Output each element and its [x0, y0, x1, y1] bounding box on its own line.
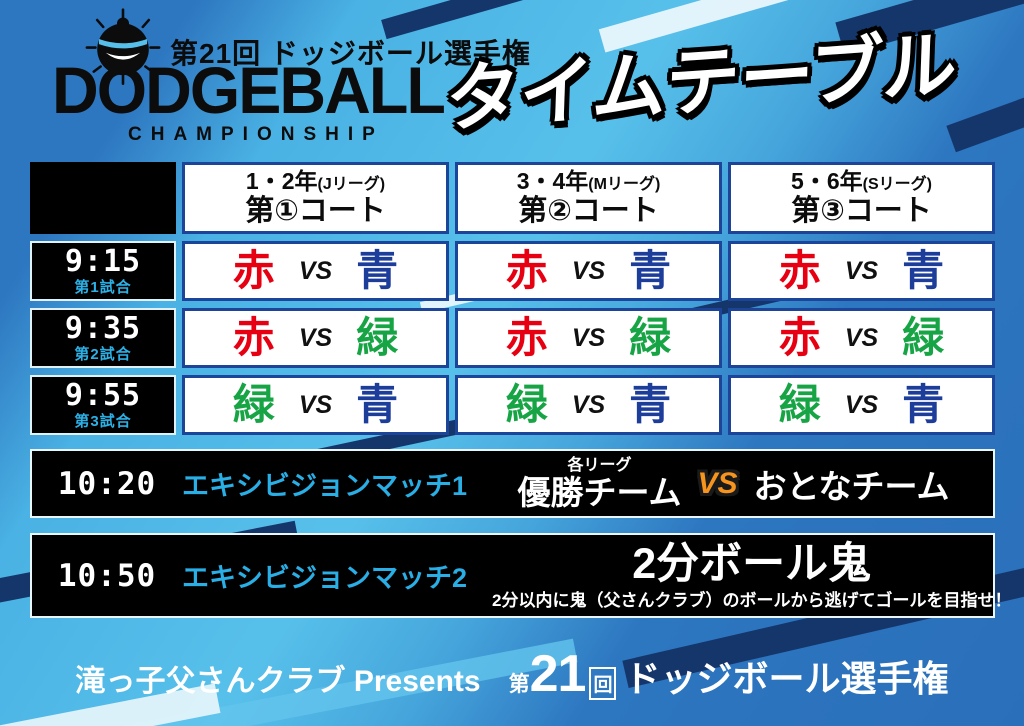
vs-label: VS	[571, 256, 606, 285]
subtitle-english: CHAMPIONSHIP	[128, 124, 384, 145]
game-title: 2分ボール鬼	[632, 539, 872, 588]
presenter-label: 滝っ子父さんクラブ Presents	[75, 665, 481, 698]
edition-prefix: 第	[508, 673, 530, 696]
vs-label: VS	[697, 466, 738, 500]
champion-team-label: 優勝チーム	[517, 474, 682, 511]
exhibition-game-block: 2分ボール鬼 2分以内に鬼（父さんクラブ）のボールから逃げてゴールを目指せ！	[492, 539, 1021, 611]
match-number: 第3試合	[74, 413, 132, 430]
team-right: 緑	[629, 314, 672, 361]
match-cell: 赤 VS 青	[182, 241, 449, 301]
time-cell-match3: 9:55 第3試合	[30, 375, 176, 435]
exhibition-banner-1: 10:20 エキシビジョンマッチ1 各リーグ 優勝チーム VS おとなチーム	[30, 449, 995, 518]
time-cell-match2: 9:35 第2試合	[30, 308, 176, 368]
title-japanese: タイムテーブル	[444, 22, 959, 142]
match-cell: 赤 VS 緑	[182, 308, 449, 368]
team-left: 赤	[505, 314, 548, 361]
exhibition-label: エキシビジョンマッチ1	[182, 471, 468, 501]
team-right: 青	[629, 381, 672, 428]
match-time: 9:15	[64, 244, 142, 279]
team-left: 赤	[778, 314, 821, 361]
exhibition-label: エキシビジョンマッチ2	[182, 563, 468, 593]
team-left: 赤	[232, 314, 275, 361]
grade-label: 3・4年	[516, 168, 589, 195]
match-cell: 赤 VS 緑	[455, 308, 722, 368]
match-cell: 緑 VS 青	[455, 375, 722, 435]
match-cell: 緑 VS 青	[728, 375, 995, 435]
court-label: 第①コート	[245, 194, 386, 227]
mascot-icon	[85, 8, 161, 85]
column-header-court2: 3・4年(Mリーグ) 第②コート	[455, 162, 722, 234]
event-name: ドッジボール選手権	[624, 658, 949, 699]
poster-header: 第21回 ドッジボール選手権 DODGEBALL CHAMPIONSHIP タイ…	[0, 0, 1024, 158]
event-name-block: 第 21 回 ドッジボール選手権	[508, 645, 949, 703]
match-cell: 赤 VS 緑	[728, 308, 995, 368]
team-left: 赤	[778, 247, 821, 294]
vs-label: VS	[571, 390, 606, 419]
vs-label: VS	[844, 390, 879, 419]
exhibition-banner-2: 10:50 エキシビジョンマッチ2 2分ボール鬼 2分以内に鬼（父さんクラブ）の…	[30, 533, 1011, 618]
team-left: 緑	[232, 381, 275, 428]
team-left: 赤	[505, 247, 548, 294]
game-description: 2分以内に鬼（父さんクラブ）のボールから逃げてゴールを目指せ！	[492, 590, 1012, 610]
vs-label: VS	[298, 323, 333, 352]
match-time: 9:35	[64, 311, 142, 346]
event-line: 第21回 ドッジボール選手権	[170, 38, 531, 69]
match-time: 9:55	[64, 378, 142, 413]
team-left: 緑	[778, 381, 821, 428]
champion-team-qualifier: 各リーグ	[567, 457, 632, 474]
table-corner-cell	[30, 162, 176, 234]
vs-label: VS	[844, 323, 879, 352]
edition-suffix: 回	[589, 667, 617, 700]
adult-team-label: おとなチーム	[753, 467, 950, 505]
match-cell: 赤 VS 青	[728, 241, 995, 301]
team-right: 青	[902, 381, 945, 428]
exhibition-matchup: 各リーグ 優勝チーム VS おとなチーム	[492, 457, 993, 511]
edition-number: 21	[529, 645, 587, 703]
vs-label: VS	[571, 323, 606, 352]
court-label: 第②コート	[518, 194, 659, 227]
time-cell-match1: 9:15 第1試合	[30, 241, 176, 301]
column-header-court3: 5・6年(Sリーグ) 第③コート	[728, 162, 995, 234]
league-label: (Jリーグ)	[317, 176, 386, 194]
vs-label: VS	[298, 390, 333, 419]
team-right: 青	[356, 381, 399, 428]
grade-label: 1・2年	[245, 168, 318, 195]
court-label: 第③コート	[791, 194, 932, 227]
title-english: DODGEBALL	[52, 53, 446, 127]
league-label: (Sリーグ)	[862, 176, 932, 194]
vs-label: VS	[298, 256, 333, 285]
match-cell: 赤 VS 青	[455, 241, 722, 301]
vs-label: VS	[844, 256, 879, 285]
team-left: 赤	[232, 247, 275, 294]
column-header-court1: 1・2年(Jリーグ) 第①コート	[182, 162, 449, 234]
exhibition-time: 10:50	[57, 557, 157, 594]
team-left: 緑	[505, 381, 548, 428]
grade-label: 5・6年	[791, 168, 863, 195]
match-number: 第1試合	[74, 279, 132, 296]
champion-team-block: 各リーグ 優勝チーム	[517, 457, 682, 511]
exhibition-time: 10:20	[57, 465, 157, 502]
league-label: (Mリーグ)	[588, 176, 661, 194]
team-right: 青	[902, 247, 945, 294]
team-right: 緑	[356, 314, 399, 361]
match-number: 第2試合	[74, 346, 132, 363]
team-right: 緑	[902, 314, 945, 361]
schedule-table: 1・2年(Jリーグ) 第①コート 3・4年(Mリーグ) 第②コート 5・6年(S…	[30, 162, 995, 435]
match-cell: 緑 VS 青	[182, 375, 449, 435]
team-right: 青	[356, 247, 399, 294]
poster-footer: 滝っ子父さんクラブ Presents 第 21 回 ドッジボール選手権	[0, 645, 1024, 720]
team-right: 青	[629, 247, 672, 294]
